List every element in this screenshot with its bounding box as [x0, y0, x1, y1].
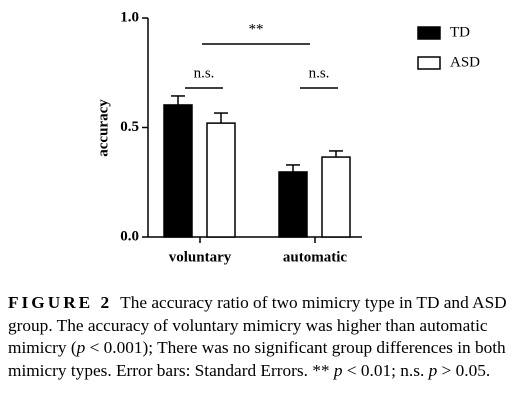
caption-text: < 0.01; n.s. [342, 360, 429, 380]
y-tick-label: 1.0 [120, 9, 139, 25]
chart: accuracy 0.0 0.5 1.0 voluntary automatic TD AS… [95, 9, 480, 265]
legend-label: ASD [450, 54, 480, 70]
y-tick-label: 0.0 [120, 228, 139, 244]
x-tick-label: automatic [283, 249, 347, 265]
legend-swatch [417, 26, 441, 40]
bar [278, 171, 308, 238]
x-tick-label: voluntary [169, 249, 232, 265]
caption-text: The accuracy ratio of two mimicry type i… [8, 293, 507, 358]
y-axis-label: accuracy [95, 99, 111, 157]
caption-text: < 0.001); There was no significant group… [8, 338, 506, 380]
bar [321, 156, 351, 238]
y-tick-label: 0.5 [120, 119, 139, 135]
significance-label: n.s. [194, 65, 215, 81]
bar [206, 122, 236, 238]
significance-label: ** [249, 21, 264, 37]
legend-label: TD [450, 24, 470, 40]
caption: FIGURE 2 The accuracy ratio of two mimicr… [8, 292, 526, 382]
caption-text: p [333, 360, 343, 380]
bar [163, 104, 193, 238]
caption-text: p [428, 360, 438, 380]
caption-text: > 0.05. [437, 360, 491, 380]
caption-text: p [76, 338, 86, 358]
legend-swatch [417, 56, 441, 70]
caption-label: FIGURE 2 [8, 293, 113, 312]
significance-label: n.s. [309, 65, 330, 81]
